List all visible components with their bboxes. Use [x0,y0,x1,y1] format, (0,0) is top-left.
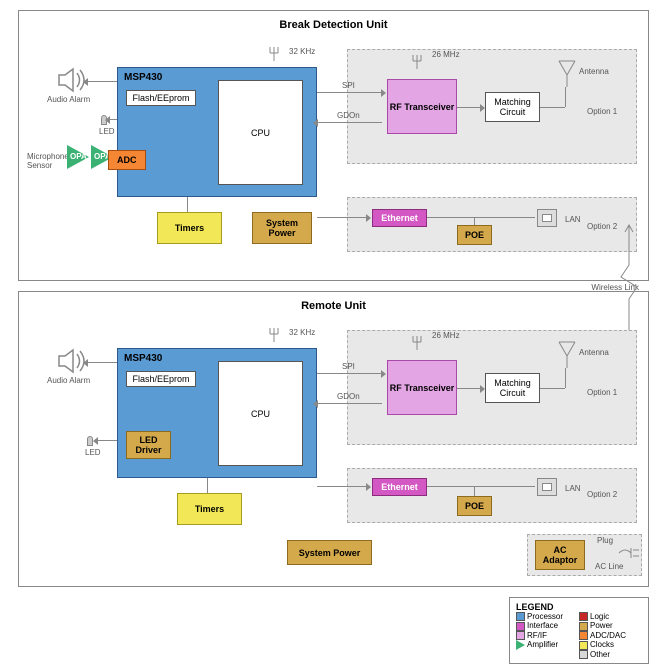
spi-label: SPI [342,81,355,90]
line-match [457,107,481,108]
matching-circuit-block: Matching Circuit [485,373,540,403]
line-eth [317,217,367,218]
option1-label: Option 1 [587,107,617,116]
microphone-label: Microphone/ Sensor [27,152,71,170]
msp430-block: MSP430 Flash/EEprom CPU LED Driver [117,348,317,478]
ac-adaptor-block: AC Adaptor [535,540,585,570]
line-speaker [87,81,117,82]
lan-icon [537,478,557,496]
speaker-icon [57,348,85,374]
crystal-26m-label: 26 MHz [432,331,460,340]
audio-alarm-label: Audio Alarm [47,95,90,104]
unit-title: Remote Unit [27,300,640,312]
line-speaker [87,362,117,363]
rf-transceiver-block: RF Transceiver [387,360,457,415]
timers-block: Timers [177,493,242,525]
unit-title: Break Detection Unit [27,19,640,31]
legend-item: Clocks [579,640,642,649]
flash-block: Flash/EEprom [126,371,196,387]
ethernet-block: Ethernet [372,209,427,227]
lan-icon [537,209,557,227]
led-driver-block: LED Driver [126,431,171,459]
legend-item: Interface [516,621,579,630]
crystal-26m-icon [410,334,432,352]
poe-block: POE [457,225,492,245]
antenna-icon [557,340,577,370]
line-eth-lan [427,486,535,487]
gdon-label: GDOn [337,392,360,401]
line-timers [187,197,188,212]
adc-block: ADC [108,150,146,170]
plug-icon [617,546,643,560]
lan-label: LAN [565,215,581,224]
line-poe-v [474,217,475,225]
crystal-32k-icon [267,45,289,63]
msp430-label: MSP430 [124,72,162,83]
ethernet-block: Ethernet [372,478,427,496]
legend-item: RF/IF [516,631,579,640]
ac-line-label: AC Line [595,562,623,571]
cpu-block: CPU [218,80,303,185]
timers-block: Timers [157,212,222,244]
gdon-label: GDOn [337,111,360,120]
cpu-block: CPU [218,361,303,466]
crystal-32k-label: 32 KHz [289,47,315,56]
spi-label: SPI [342,362,355,371]
line-ant [540,107,565,108]
crystal-26m-icon [410,53,432,71]
opa1-amplifier: OPA [67,145,89,169]
lan-label: LAN [565,484,581,493]
msp430-block: MSP430 Flash/EEprom CPU ADC [117,67,317,197]
rf-transceiver-block: RF Transceiver [387,79,457,134]
legend-title: LEGEND [516,602,642,612]
line-ant-v [565,87,566,107]
poe-block: POE [457,496,492,516]
line-gdon [317,122,382,123]
system-power-block: System Power [252,212,312,244]
line-gdon [317,403,382,404]
crystal-32k-icon [267,326,289,344]
legend-item: Power [579,621,642,630]
crystal-26m-label: 26 MHz [432,50,460,59]
remote-diagram: Audio Alarm LED MSP430 Flash/EEprom CPU … [27,318,640,578]
legend-item: Amplifier [516,640,579,650]
line-ant-v [565,368,566,388]
legend-item: Logic [579,612,642,621]
plug-label: Plug [597,536,613,545]
legend-item: Processor [516,612,579,621]
antenna-label: Antenna [579,348,609,357]
speaker-icon [57,67,85,93]
option2-label: Option 2 [587,490,617,499]
audio-alarm-label: Audio Alarm [47,376,90,385]
line-timers [207,478,208,493]
break-diagram: Audio Alarm LED Microphone/ Sensor OPA O… [27,37,640,272]
led-label: LED [99,127,115,136]
line-spi [317,92,382,93]
line-poe-v [474,486,475,496]
legend-box: LEGEND ProcessorInterfaceRF/IFAmplifier … [509,597,649,664]
crystal-32k-label: 32 KHz [289,328,315,337]
antenna-icon [557,59,577,89]
system-power-block: System Power [287,540,372,565]
line-led [109,119,117,120]
line-ant [540,388,565,389]
option1-label: Option 1 [587,388,617,397]
line-match [457,388,481,389]
line-eth-lan [427,217,535,218]
matching-circuit-block: Matching Circuit [485,92,540,122]
msp430-label: MSP430 [124,353,162,364]
flash-block: Flash/EEprom [126,90,196,106]
break-detection-unit: Break Detection Unit Audio Alarm LED Mic… [18,10,649,281]
line-spi [317,373,382,374]
option2-label: Option 2 [587,222,617,231]
antenna-label: Antenna [579,67,609,76]
line-eth [317,486,367,487]
line-led [97,440,117,441]
legend-item: Other [579,650,642,659]
led-label: LED [85,448,101,457]
legend-item: ADC/DAC [579,631,642,640]
remote-unit: Remote Unit Audio Alarm LED MSP430 Flash… [18,291,649,587]
